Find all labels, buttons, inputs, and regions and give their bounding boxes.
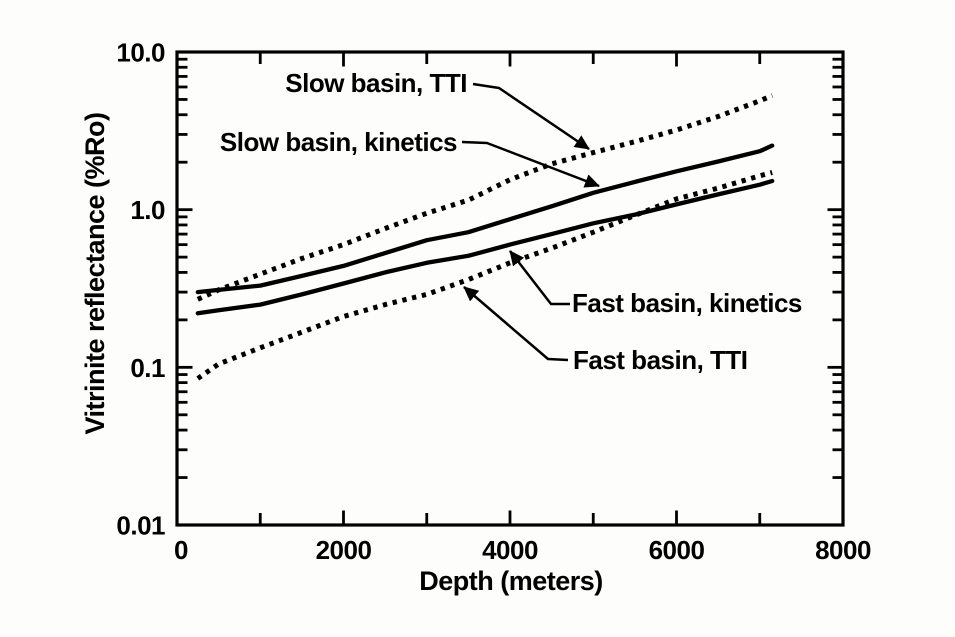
annotation-arrow-fast-basin-kinetics bbox=[509, 250, 570, 306]
plot-frame-group bbox=[175, 50, 845, 527]
series-line-fast-basin-kinetics bbox=[195, 178, 775, 316]
series-line-slow-basin-kinetics bbox=[195, 143, 775, 295]
x-axis-title: Depth (meters) bbox=[419, 566, 603, 596]
annotations-group: Slow basin, TTI Slow basin, kinetics Fast … bbox=[220, 68, 802, 375]
series-group bbox=[195, 93, 775, 381]
y-tick-label: 1.0 bbox=[130, 195, 165, 225]
annotation-label-slow-basin-tti: Slow basin, TTI bbox=[285, 68, 467, 98]
series-line-fast-basin-tti bbox=[196, 170, 773, 381]
annotation-arrow-slow-basin-tti bbox=[472, 82, 590, 151]
annotation-label-slow-basin-kinetics: Slow basin, kinetics bbox=[220, 127, 457, 157]
y-axis-title: Vitrinite reflectance (%Ro) bbox=[80, 112, 110, 434]
x-tick-label: 2000 bbox=[316, 535, 372, 565]
y-tick-label: 0.1 bbox=[130, 353, 165, 383]
annotation-arrow-fast-basin-tti bbox=[463, 286, 569, 362]
x-tick-label: 6000 bbox=[649, 535, 705, 565]
x-tick-label: 0 bbox=[174, 535, 188, 565]
axis-ticks-group bbox=[178, 53, 842, 524]
annotation-arrow-slow-basin-kinetics bbox=[461, 140, 600, 188]
plot-frame bbox=[175, 50, 845, 527]
y-tick-label: 10.0 bbox=[116, 38, 165, 68]
annotation-label-fast-basin-kinetics: Fast basin, kinetics bbox=[572, 288, 802, 318]
axis-labels-group: 0 2000 4000 6000 8000 10.0 1.0 0.1 0.01 Depth (me… bbox=[80, 38, 871, 597]
y-tick-label: 0.01 bbox=[116, 511, 165, 541]
series-line-slow-basin-tti bbox=[196, 93, 774, 302]
x-tick-label: 8000 bbox=[815, 535, 871, 565]
annotation-label-fast-basin-tti: Fast basin, TTI bbox=[573, 345, 748, 375]
x-tick-label: 4000 bbox=[482, 535, 538, 565]
